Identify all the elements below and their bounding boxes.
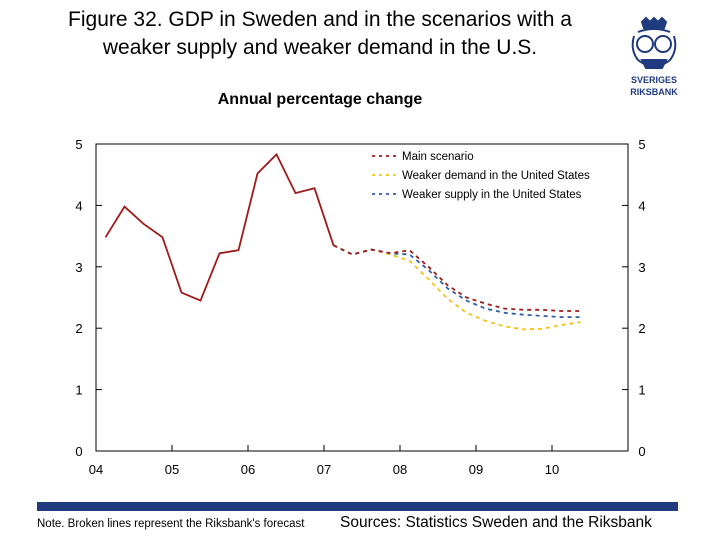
logo-text-line2: RIKSBANK <box>630 87 678 97</box>
y-tick-label-right: 5 <box>638 137 645 152</box>
gdp-line-chart: 0 0 1 1 2 2 3 3 4 4 5 5 04 05 06 07 08 09 10 Main scenario W… <box>75 137 645 477</box>
x-tick-label: 07 <box>317 462 331 477</box>
y-tick-label-left: 5 <box>75 137 82 152</box>
series-line-main-scenario <box>333 244 581 312</box>
y-tick-label-right: 0 <box>638 444 645 459</box>
footnote: Note. Broken lines represent the Riksban… <box>37 518 305 530</box>
chart-subtitle: Annual percentage change <box>217 91 423 108</box>
legend-label: Weaker demand in the United States <box>402 170 590 182</box>
y-tick-label-right: 4 <box>638 198 645 213</box>
y-tick-label-left: 1 <box>75 383 82 398</box>
riksbank-crest-icon <box>631 16 677 69</box>
y-tick-label-right: 3 <box>638 260 645 275</box>
plot-frame <box>95 143 629 452</box>
footer-bar <box>37 502 678 511</box>
legend-label: Weaker supply in the United States <box>402 189 582 201</box>
chart-title: Figure 32. GDP in Sweden and in the scen… <box>68 8 572 59</box>
series-line-weaker-demand-in-the-united-states <box>333 244 581 331</box>
x-tick-label: 06 <box>241 462 255 477</box>
y-tick-label-left: 4 <box>75 198 82 213</box>
riksbank-logo: SVERIGES RIKSBANK <box>630 16 678 97</box>
x-tick-label: 10 <box>545 462 559 477</box>
sources-text: Sources: Statistics Sweden and the Riksb… <box>340 514 652 531</box>
x-tick-label: 04 <box>89 462 103 477</box>
x-tick-label: 09 <box>469 462 483 477</box>
outcome-line <box>104 152 335 302</box>
y-tick-label-right: 2 <box>638 321 645 336</box>
legend-label: Main scenario <box>402 151 474 163</box>
x-tick-label: 08 <box>393 462 407 477</box>
y-tick-label-right: 1 <box>638 383 645 398</box>
y-tick-label-left: 0 <box>75 444 82 459</box>
logo-text-line1: SVERIGES <box>631 75 677 85</box>
y-tick-label-left: 3 <box>75 260 82 275</box>
y-tick-label-left: 2 <box>75 321 82 336</box>
x-tick-label: 05 <box>165 462 179 477</box>
